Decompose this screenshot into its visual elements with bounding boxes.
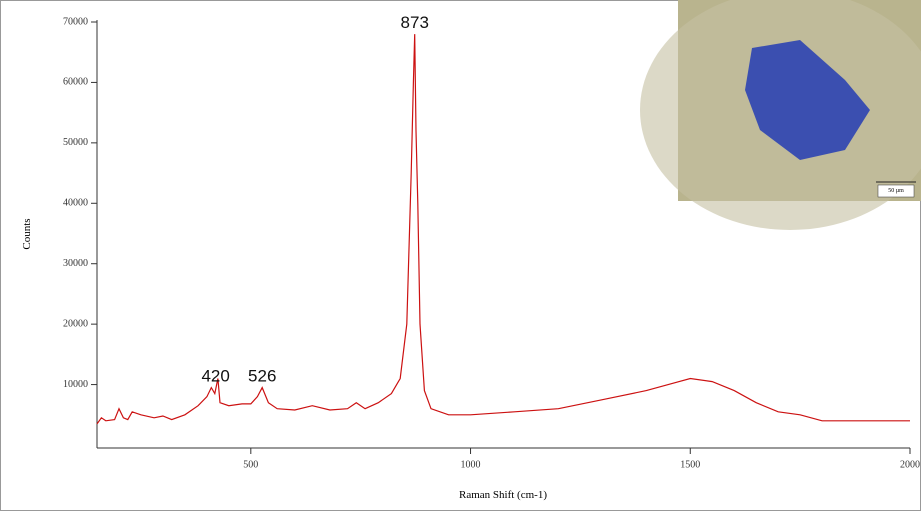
y-tick-label: 30000 [63,258,88,269]
scale-bar-label: 50 µm [888,188,904,194]
peak-label: 420 [201,367,229,386]
y-tick-label: 10000 [63,379,88,390]
x-tick-label: 500 [243,459,258,470]
x-tick-label: 1500 [680,459,700,470]
peak-label: 526 [248,367,276,386]
x-tick-label: 2000 [900,459,920,470]
y-tick-label: 20000 [63,318,88,329]
y-axis-label: Counts [21,218,33,249]
x-tick-label: 1000 [461,459,481,470]
y-tick-label: 40000 [63,198,88,209]
y-tick-label: 70000 [63,16,88,27]
spectrum-line [96,34,910,425]
inset-photo: 50 µm [640,0,921,230]
y-tick-label: 60000 [63,77,88,88]
y-tick-label: 50000 [63,137,88,148]
peak-label: 873 [401,13,429,32]
x-axis-label: Raman Shift (cm-1) [459,489,547,501]
